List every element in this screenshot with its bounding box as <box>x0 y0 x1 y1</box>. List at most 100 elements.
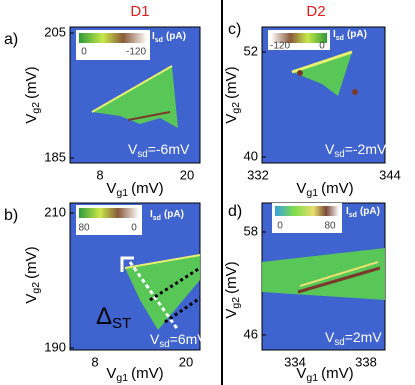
colorbar-label: Isd (pA) <box>150 209 184 222</box>
bias-label-rest: =-6mV <box>148 141 190 157</box>
colorbar-tick: -120 <box>126 47 146 58</box>
bias-label-rest: =6mV <box>170 331 208 347</box>
x-axis-label: Vg1 (mV) <box>296 180 353 199</box>
colorbar-label: Isd (pA) <box>346 206 380 219</box>
signal-line <box>127 111 171 121</box>
x-axis-label-symbol: V <box>296 365 306 382</box>
x-axis-label-sub: g1 <box>306 187 318 199</box>
y-tick-label: 46 <box>244 326 258 341</box>
x-axis-label-symbol: V <box>106 365 116 382</box>
bias-label-symbol: V <box>325 329 335 345</box>
colorbar-label-rest: (pA) <box>164 209 184 220</box>
signal-line <box>297 266 381 294</box>
x-axis-label-sub: g1 <box>116 187 128 199</box>
x-axis-label-sub: g1 <box>116 372 128 384</box>
x-axis-label: Vg1 (mV) <box>296 365 353 384</box>
colorbar-label-rest: (pA) <box>360 206 380 217</box>
panel-label: b) <box>4 207 18 224</box>
colorbar-tick: 0 <box>131 223 137 234</box>
y-axis-label-symbol: V <box>223 309 240 319</box>
y-axis-label: Vg2 (mV) <box>223 261 242 318</box>
x-axis-label-rest: (mV) <box>321 365 354 382</box>
x-tick-label: 334 <box>284 354 306 369</box>
bias-label-symbol: V <box>150 331 160 347</box>
dashed-guide <box>149 266 201 302</box>
y-tick-label: 58 <box>244 223 258 238</box>
colorbar-label-symbol: I <box>346 206 349 217</box>
y-axis-label-symbol: V <box>223 114 240 124</box>
y-tick-label: 190 <box>44 339 66 354</box>
colorbar-tick: 0 <box>319 41 325 52</box>
signal-region <box>262 248 385 300</box>
y-axis-label-symbol: V <box>23 294 40 304</box>
signal-line <box>299 261 379 287</box>
colorbar-tick: -120 <box>270 41 290 52</box>
signal-region <box>92 66 178 128</box>
y-tick-label: 205 <box>44 24 66 39</box>
colorbar-tick: 80 <box>324 221 336 232</box>
x-tick-label: 20 <box>179 354 193 369</box>
colorbar-label-sub: sd <box>349 212 357 219</box>
y-axis-label: Vg2 (mV) <box>23 246 42 303</box>
signal-dot <box>297 70 303 76</box>
bias-label: Vsd=-6mV <box>128 141 190 160</box>
header: D2 <box>306 3 325 20</box>
y-axis-label: Vg2 (mV) <box>23 66 42 123</box>
bias-label-rest: =2mV <box>345 329 383 345</box>
colorbar <box>271 33 327 43</box>
x-axis-label-symbol: V <box>106 180 116 197</box>
delta-sub: ST <box>112 315 131 332</box>
colorbar <box>79 208 139 218</box>
colorbar <box>275 206 339 216</box>
colorbar-label: Isd (pA) <box>152 31 186 44</box>
x-tick-label: 344 <box>379 167 401 182</box>
y-axis-label-symbol: V <box>23 114 40 124</box>
y-axis-label-rest: (mV) <box>223 66 240 99</box>
panel-label: a) <box>4 31 18 48</box>
colorbar-label-rest: (pA) <box>347 29 367 40</box>
bias-label-symbol: V <box>128 141 138 157</box>
y-axis-label-rest: (mV) <box>23 66 40 99</box>
signal-region <box>292 52 352 96</box>
y-axis-label-sub: g2 <box>230 297 242 309</box>
bias-label-rest: =-2mV <box>345 141 387 157</box>
y-axis-label: Vg2 (mV) <box>223 66 242 123</box>
signal-line <box>291 50 353 74</box>
colorbar <box>79 33 147 43</box>
y-axis-label-sub: g2 <box>230 102 242 114</box>
x-tick-label: 338 <box>355 354 377 369</box>
colorbar-label-rest: (pA) <box>166 31 186 42</box>
signal-dot <box>352 89 358 95</box>
colorbar-tick: 0 <box>277 221 283 232</box>
y-axis-label-sub: g2 <box>30 282 42 294</box>
colorbar-label-sub: sd <box>336 35 344 42</box>
colorbar-label: Isd (pA) <box>333 29 367 42</box>
colorbar-tick: 0 <box>81 47 87 58</box>
colorbar-label-symbol: I <box>152 31 155 42</box>
bias-label: Vsd=-2mV <box>325 141 387 160</box>
x-axis-label-rest: (mV) <box>131 365 164 382</box>
x-tick-label: 332 <box>247 167 269 182</box>
x-axis-label-sub: g1 <box>306 372 318 384</box>
x-axis-label-rest: (mV) <box>321 180 354 197</box>
signal-line <box>91 65 173 113</box>
y-tick-label: 52 <box>244 43 258 58</box>
colorbar-label-sub: sd <box>155 37 163 44</box>
x-axis-label: Vg1 (mV) <box>106 365 163 384</box>
y-axis-label-rest: (mV) <box>23 246 40 279</box>
x-axis-label-symbol: V <box>296 180 306 197</box>
arrow <box>120 256 134 272</box>
x-axis-label: Vg1 (mV) <box>106 180 163 199</box>
x-tick-label: 8 <box>96 167 103 182</box>
bias-label-sub: sd <box>137 149 147 160</box>
delta-st: ΔST <box>96 303 131 332</box>
x-tick-label: 8 <box>91 354 98 369</box>
bias-label: Vsd=2mV <box>325 329 382 348</box>
x-tick-label: 20 <box>180 167 194 182</box>
colorbar-tick: 80 <box>78 223 90 234</box>
signal-line <box>124 254 201 269</box>
y-tick-label: 185 <box>44 149 66 164</box>
bias-label: Vsd=6mV <box>150 331 207 350</box>
bias-label-sub: sd <box>159 339 169 350</box>
